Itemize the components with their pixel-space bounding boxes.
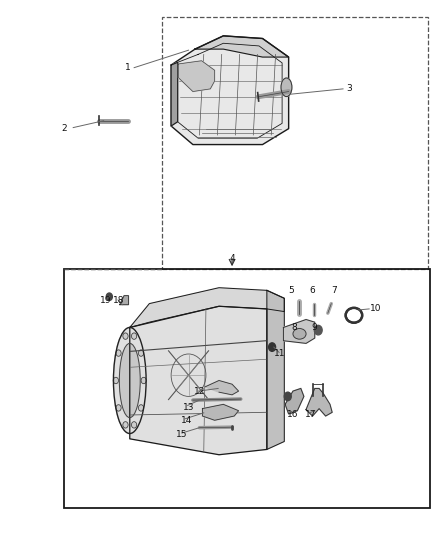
Text: 17: 17 bbox=[305, 410, 316, 419]
Circle shape bbox=[123, 333, 128, 340]
Bar bbox=[162, 17, 428, 269]
Polygon shape bbox=[283, 319, 315, 343]
Polygon shape bbox=[267, 290, 284, 449]
Bar bbox=[64, 269, 430, 508]
Text: 6: 6 bbox=[310, 286, 315, 295]
Text: 12: 12 bbox=[194, 386, 205, 395]
Circle shape bbox=[113, 377, 118, 384]
Circle shape bbox=[131, 422, 137, 428]
Text: 9: 9 bbox=[311, 323, 317, 332]
Text: 15: 15 bbox=[176, 430, 188, 439]
Text: 14: 14 bbox=[180, 416, 192, 425]
Ellipse shape bbox=[119, 343, 140, 418]
Polygon shape bbox=[171, 62, 178, 126]
Circle shape bbox=[116, 405, 121, 411]
Ellipse shape bbox=[346, 308, 362, 322]
Polygon shape bbox=[195, 36, 289, 57]
Text: 16: 16 bbox=[287, 410, 299, 419]
Ellipse shape bbox=[293, 328, 306, 339]
Circle shape bbox=[131, 333, 137, 340]
Circle shape bbox=[116, 350, 121, 356]
Text: 19: 19 bbox=[100, 296, 112, 305]
Circle shape bbox=[314, 325, 322, 335]
Circle shape bbox=[284, 392, 291, 401]
Polygon shape bbox=[130, 288, 284, 327]
Circle shape bbox=[138, 350, 144, 356]
Circle shape bbox=[106, 293, 113, 301]
Text: 7: 7 bbox=[332, 286, 337, 295]
Text: 13: 13 bbox=[183, 402, 194, 411]
Text: 18: 18 bbox=[113, 296, 125, 305]
Text: 1: 1 bbox=[125, 63, 131, 72]
Circle shape bbox=[141, 377, 146, 384]
Polygon shape bbox=[171, 36, 289, 144]
Text: 8: 8 bbox=[291, 323, 297, 332]
Polygon shape bbox=[285, 389, 304, 414]
Polygon shape bbox=[202, 405, 239, 420]
Text: 11: 11 bbox=[274, 350, 286, 359]
Text: 3: 3 bbox=[347, 84, 353, 93]
Circle shape bbox=[268, 343, 276, 351]
Polygon shape bbox=[179, 61, 215, 92]
Ellipse shape bbox=[113, 327, 146, 433]
Ellipse shape bbox=[281, 78, 292, 96]
Polygon shape bbox=[306, 389, 332, 416]
Text: 5: 5 bbox=[288, 286, 294, 295]
Text: 4: 4 bbox=[229, 254, 235, 263]
Text: 10: 10 bbox=[370, 304, 381, 313]
Polygon shape bbox=[120, 296, 128, 305]
Circle shape bbox=[138, 405, 144, 411]
Polygon shape bbox=[130, 306, 267, 455]
Polygon shape bbox=[205, 381, 239, 395]
Circle shape bbox=[123, 422, 128, 428]
Text: 2: 2 bbox=[62, 124, 67, 133]
